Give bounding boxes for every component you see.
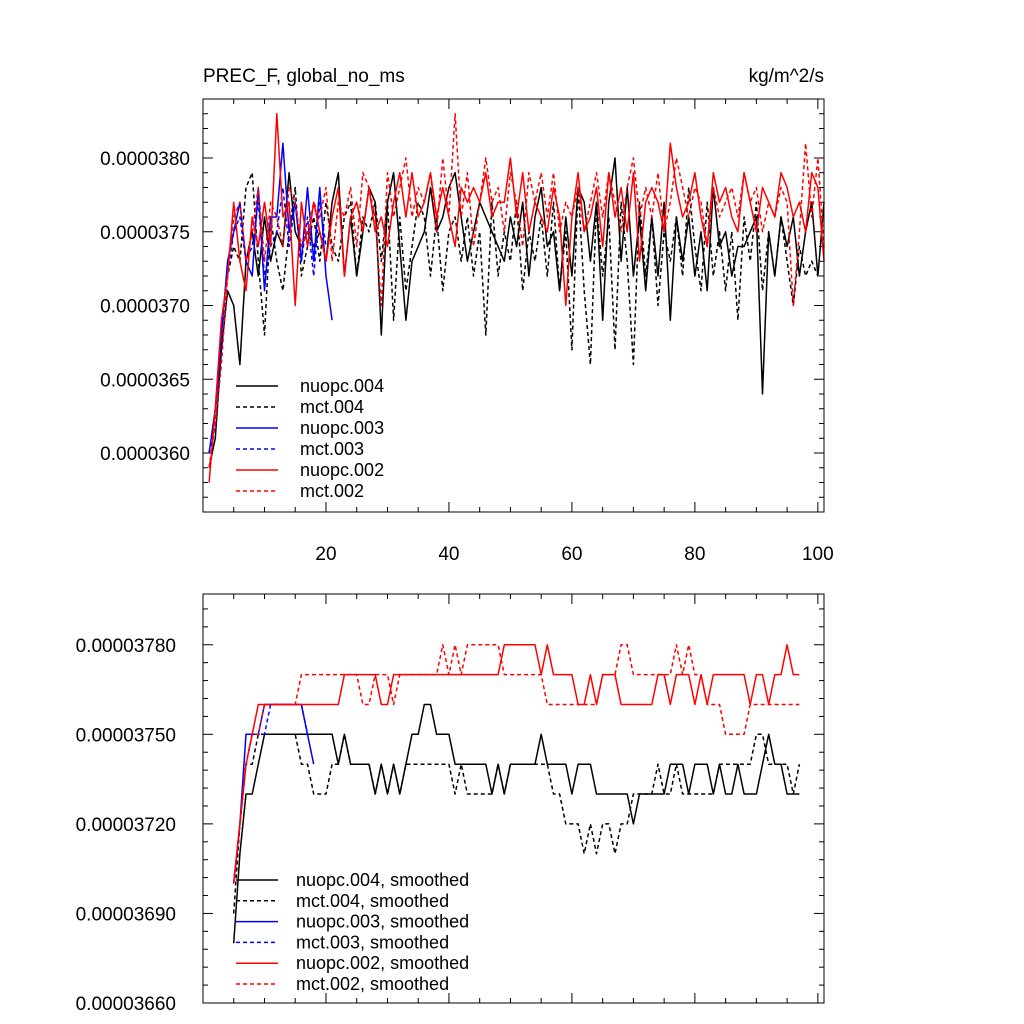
chart-units-label: kg/m^2/s	[749, 66, 824, 87]
y-tick-label: 0.0000365	[100, 370, 190, 391]
legend-label: mct.002	[300, 481, 364, 501]
legend-label: mct.003, smoothed	[296, 932, 449, 952]
y-tick-label: 0.0000370	[100, 297, 190, 318]
series-line-mct-002	[208, 112, 825, 468]
series-line-mct-004	[208, 171, 819, 454]
x-tick-label: 20	[315, 544, 336, 565]
x-tick-label: 80	[684, 544, 705, 565]
series-line-nuopc-002	[208, 112, 825, 483]
legend-label: mct.003	[300, 439, 364, 459]
y-tick-label: 0.00003660	[76, 994, 176, 1015]
series-line-mct-002-smoothed	[232, 644, 800, 884]
series-line-nuopc-002-smoothed	[232, 644, 800, 884]
plot-frame-bottom	[202, 593, 825, 1004]
legend-label: nuopc.003	[300, 418, 384, 438]
y-tick-label: 0.00003690	[76, 904, 176, 925]
axis-ticks-top: 20 40 60 80 100 0.0000360 0.0000365 0.0000370 0.…	[100, 98, 834, 565]
y-tick-label: 0.0000380	[100, 149, 190, 170]
x-tick-label: 60	[561, 544, 582, 565]
y-tick-label: 0.00003720	[76, 815, 176, 836]
legend-label: nuopc.004	[300, 376, 384, 396]
series-line-mct-004-smoothed	[232, 733, 801, 914]
series-group-top	[208, 112, 825, 483]
series-line-mct-003-smoothed	[232, 703, 309, 884]
legend-label: nuopc.002	[300, 460, 384, 480]
chart-panel-bottom: 0.00003660 0.00003690 0.00003720 0.00003750…	[76, 593, 825, 1015]
plot-frame-top	[202, 98, 825, 513]
chart-title: PREC_F, global_no_ms	[203, 66, 405, 87]
y-tick-label: 0.0000360	[100, 444, 190, 465]
series-group-bottom	[232, 644, 801, 944]
x-tick-label: 40	[438, 544, 459, 565]
legend-label: mct.004	[300, 397, 364, 417]
x-tick-label: 100	[802, 544, 834, 565]
legend-label: mct.004, smoothed	[296, 891, 449, 911]
legend-label: nuopc.003, smoothed	[296, 912, 469, 932]
y-tick-label: 0.00003780	[76, 636, 176, 657]
axis-ticks-bottom: 0.00003660 0.00003690 0.00003720 0.00003750…	[76, 594, 824, 1015]
legend-top: nuopc.004mct.004nuopc.003mct.003nuopc.00…	[236, 376, 384, 501]
chart-panel-top: PREC_F, global_no_ms kg/m^2/s 20 40 60 80 10…	[100, 66, 834, 565]
legend-label: mct.002, smoothed	[296, 974, 449, 994]
legend-label: nuopc.002, smoothed	[296, 953, 469, 973]
y-tick-label: 0.00003750	[76, 725, 176, 746]
y-tick-label: 0.0000375	[100, 223, 190, 244]
legend-label: nuopc.004, smoothed	[296, 870, 469, 890]
